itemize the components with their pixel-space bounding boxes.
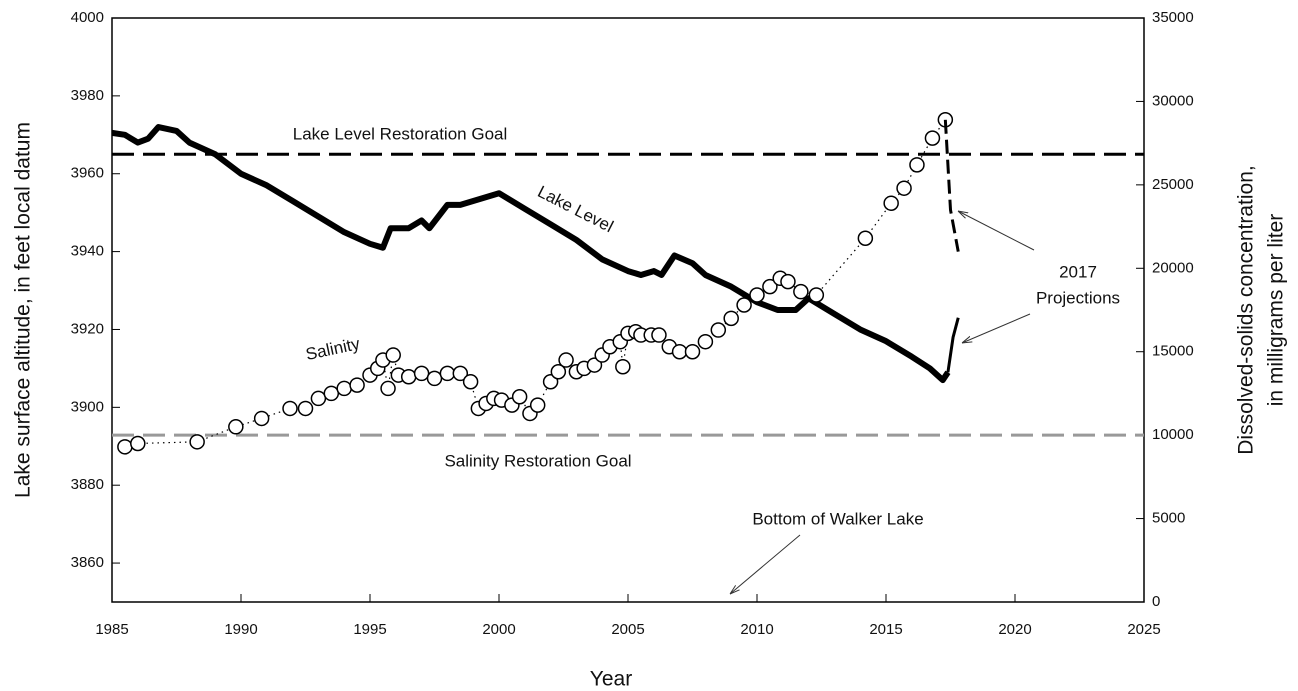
data-point [857, 230, 874, 247]
data-point [558, 352, 574, 368]
data-point [117, 439, 133, 455]
series-label: Salinity [304, 334, 362, 364]
data-point [710, 322, 727, 338]
data-point [684, 343, 701, 360]
y2-axis-label: in milligrams per liter [1265, 214, 1288, 407]
y2-tick-label: 10000 [1152, 426, 1194, 443]
x-tick-label: 2010 [740, 621, 773, 638]
x-tick-label: 1995 [353, 621, 386, 638]
data-point [228, 419, 244, 435]
arrow [730, 534, 801, 594]
x-tick-label: 2000 [482, 621, 515, 638]
y-tick-label: 4000 [71, 9, 104, 26]
x-tick-label: 1990 [224, 621, 257, 638]
data-point [780, 273, 796, 290]
annotation: 2017 [1059, 262, 1097, 281]
y-tick-label: 3880 [71, 476, 104, 493]
data-point [297, 400, 314, 417]
x-tick-label: 2020 [998, 621, 1031, 638]
data-point [349, 377, 365, 393]
data-point [651, 327, 667, 343]
data-point [189, 434, 205, 450]
y2-tick-label: 5000 [1152, 510, 1185, 527]
plot-frame [111, 17, 1145, 603]
data-point [130, 435, 146, 452]
data-point [793, 283, 809, 300]
data-point [400, 368, 417, 385]
data-point [336, 380, 352, 397]
x-tick-label: 2005 [611, 621, 644, 638]
y-tick-label: 3860 [71, 554, 104, 571]
y-tick-label: 3900 [71, 398, 104, 415]
y-tick-label: 3980 [71, 87, 104, 104]
data-point [542, 373, 559, 390]
data-point [511, 389, 528, 405]
annotation: Projections [1036, 288, 1120, 307]
data-point [736, 297, 752, 313]
x-tick-label: 1985 [95, 621, 128, 638]
y2-tick-label: 35000 [1152, 9, 1194, 26]
data-point [462, 373, 479, 390]
data-point [550, 363, 567, 380]
data-point [413, 365, 430, 382]
data-point [723, 310, 739, 327]
arrow [962, 313, 1031, 343]
series-line [111, 124, 951, 384]
x-tick-label: 2015 [869, 621, 902, 638]
data-point [253, 410, 270, 427]
x-tick-label: 2025 [1127, 621, 1160, 638]
data-point [426, 370, 443, 387]
series-line [946, 317, 960, 373]
series-line [943, 119, 960, 252]
data-point [762, 278, 778, 295]
data-point [909, 157, 925, 173]
data-point [749, 287, 765, 303]
data-point [439, 365, 456, 382]
series-label: Lake Level [535, 182, 617, 236]
data-point [896, 180, 912, 196]
x-axis-label: Year [590, 668, 632, 691]
y2-tick-label: 15000 [1152, 343, 1194, 360]
annotation: Bottom of Walker Lake [752, 509, 923, 528]
data-point [883, 195, 899, 211]
y2-tick-label: 30000 [1152, 92, 1194, 109]
data-point [586, 357, 603, 373]
y-tick-label: 3960 [71, 165, 104, 182]
y2-tick-label: 25000 [1152, 176, 1194, 193]
data-point [282, 400, 298, 417]
data-point [529, 397, 546, 413]
annotation: Salinity Restoration Goal [444, 451, 631, 470]
data-point [452, 365, 469, 382]
data-point [615, 358, 631, 375]
data-point [380, 380, 396, 397]
y2-tick-label: 20000 [1152, 259, 1194, 276]
y-axis-label: Lake surface altitude, in feet local dat… [12, 122, 35, 498]
y2-tick-label: 0 [1152, 593, 1160, 610]
data-point [385, 347, 401, 363]
arrow [958, 211, 1035, 251]
series-line [124, 119, 946, 448]
data-point [323, 385, 340, 402]
y2-axis-label: Dissolved-solids concentration, [1235, 165, 1258, 454]
annotation: Lake Level Restoration Goal [293, 124, 508, 143]
data-point [808, 287, 825, 303]
y-tick-label: 3920 [71, 320, 104, 337]
data-point [310, 390, 327, 407]
y-tick-label: 3940 [71, 243, 104, 260]
data-point [924, 130, 941, 146]
data-point [671, 343, 688, 360]
data-point [697, 333, 714, 350]
